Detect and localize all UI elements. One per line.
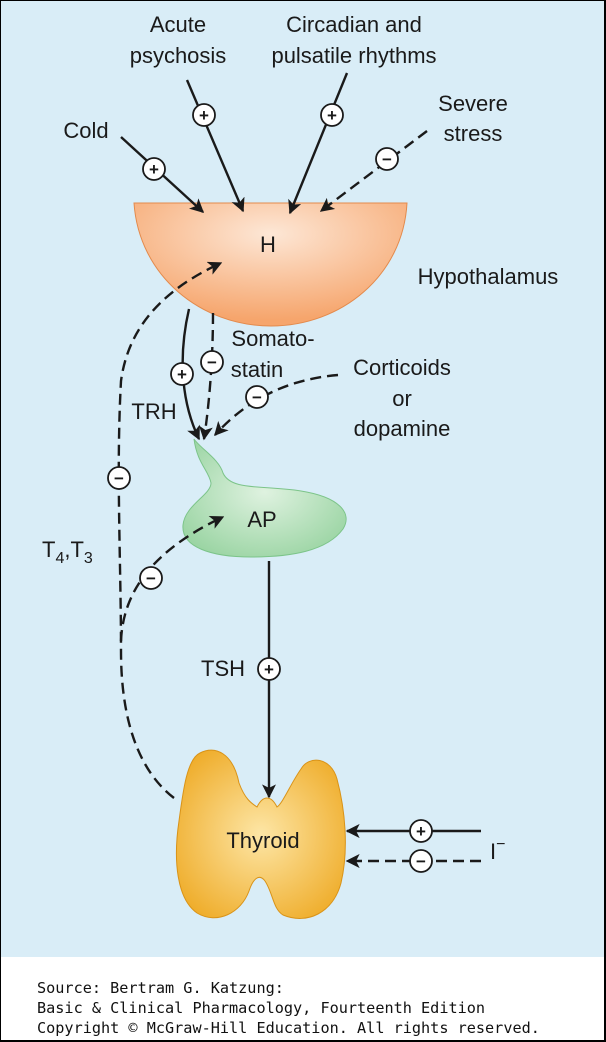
svg-text:+: + [199, 106, 209, 125]
copyright-line: Copyright © McGraw-Hill Education. All r… [37, 1019, 540, 1037]
sign-stress-minus: − [375, 147, 399, 171]
sign-cold-plus: + [142, 157, 166, 181]
svg-text:+: + [149, 160, 159, 179]
label-t4-t3: T4,T3 [42, 537, 93, 567]
svg-text:+: + [416, 822, 426, 841]
source-line: Basic & Clinical Pharmacology, Fourteent… [37, 999, 486, 1017]
label-statin: statin [231, 357, 284, 382]
svg-text:−: − [252, 388, 262, 407]
label-or: or [392, 386, 412, 411]
svg-text:−: − [382, 150, 392, 169]
svg-text:+: + [264, 660, 274, 679]
corticoids-arrow [214, 373, 339, 437]
label-ap: AP [247, 507, 276, 532]
label-tsh: TSH [201, 656, 245, 681]
label-stress: stress [444, 121, 503, 146]
svg-text:+: + [327, 106, 337, 125]
sign-iodide-plus: + [409, 819, 433, 843]
thyroid-shape [175, 749, 346, 919]
label-trh: TRH [131, 399, 176, 424]
acute-psychosis-arrow [185, 79, 245, 213]
sign-somatostatin-minus: − [200, 350, 224, 374]
label-psychosis: psychosis [130, 43, 227, 68]
label-hypothalamus: Hypothalamus [418, 264, 559, 289]
label-pulsatile: pulsatile rhythms [271, 43, 436, 68]
svg-text:−: − [146, 569, 156, 588]
svg-text:−: − [114, 469, 124, 488]
label-acute: Acute [150, 12, 206, 37]
label-dopamine: dopamine [354, 416, 451, 441]
diagram-area: + + + − + − − [1, 1, 604, 957]
label-somato: Somato- [231, 326, 314, 351]
sign-iodide-minus: − [409, 849, 433, 873]
svg-text:+: + [177, 365, 187, 384]
svg-text:−: − [416, 852, 426, 871]
sign-acute-plus: + [192, 103, 216, 127]
svg-text:−: − [207, 353, 217, 372]
severe-stress-arrow [319, 130, 428, 212]
somatostatin-arrow [198, 312, 215, 441]
hypothalamus-shape [133, 202, 408, 327]
sign-feedback-hypothalamus-minus: − [107, 466, 131, 490]
label-thyroid: Thyroid [226, 828, 299, 853]
label-corticoids: Corticoids [353, 355, 451, 380]
source-attribution: Source: Bertram G. Katzung: Basic & Clini… [37, 978, 540, 1038]
sign-trh-plus: + [170, 362, 194, 386]
sign-feedback-pituitary-minus: − [139, 566, 163, 590]
source-line: Source: Bertram G. Katzung: [37, 979, 284, 997]
label-circadian: Circadian and [286, 12, 422, 37]
sign-tsh-plus: + [257, 657, 281, 681]
sign-circadian-plus: + [320, 103, 344, 127]
label-cold: Cold [63, 118, 108, 143]
hpt-axis-diagram: + + + − + − − [42, 12, 559, 919]
label-iodide: I− [490, 836, 505, 864]
label-h: H [260, 232, 276, 257]
sign-corticoids-minus: − [245, 385, 269, 409]
pituitary-shape [182, 438, 347, 558]
label-severe: Severe [438, 91, 508, 116]
circadian-arrow [288, 72, 349, 215]
